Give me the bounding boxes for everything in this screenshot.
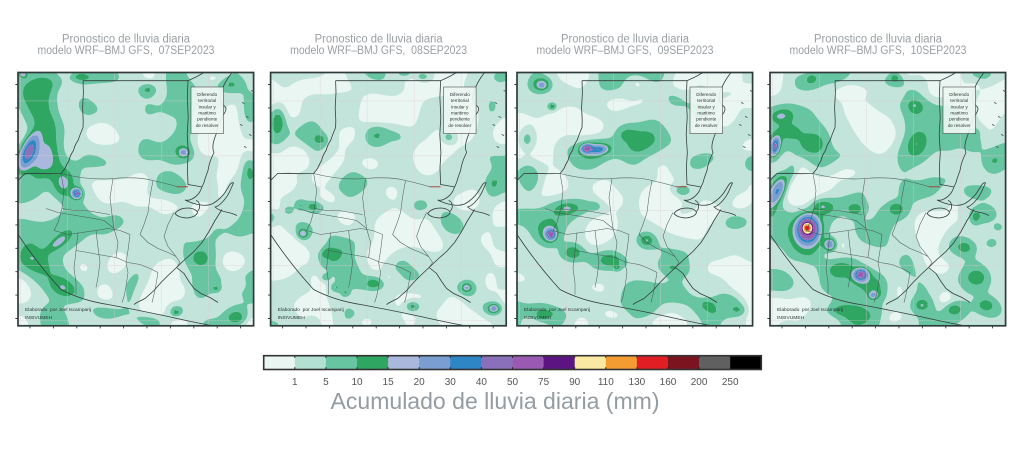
- svg-text:130: 130: [629, 377, 646, 388]
- svg-text:Elaborado por Joel Iscamparij: Elaborado por Joel Iscamparij: [278, 307, 344, 313]
- svg-text:Elaborado por Joel Iscamparij: Elaborado por Joel Iscamparij: [777, 307, 843, 313]
- svg-text:INSIVUMEH: INSIVUMEH: [524, 315, 552, 321]
- svg-text:pendiente: pendiente: [696, 117, 717, 122]
- svg-text:territorial: territorial: [950, 98, 968, 103]
- svg-text:15: 15: [383, 377, 395, 388]
- svg-text:maritimo: maritimo: [697, 110, 715, 115]
- svg-text:maritimo: maritimo: [950, 110, 968, 115]
- svg-text:75: 75: [538, 377, 550, 388]
- svg-text:pendiente: pendiente: [450, 117, 471, 122]
- svg-text:territorial: territorial: [451, 98, 469, 103]
- svg-text:territorial: territorial: [198, 98, 216, 103]
- svg-text:Diferendo: Diferendo: [949, 92, 969, 97]
- svg-text:de resolver: de resolver: [448, 123, 471, 128]
- svg-text:Diferendo: Diferendo: [696, 92, 716, 97]
- svg-text:de resolver: de resolver: [948, 123, 971, 128]
- svg-text:Elaborado por Joel Iscamparij: Elaborado por Joel Iscamparij: [25, 307, 91, 313]
- svg-text:10: 10: [351, 377, 363, 388]
- svg-text:maritimo: maritimo: [198, 110, 216, 115]
- svg-text:30: 30: [445, 377, 457, 388]
- svg-text:INSIVUMEH: INSIVUMEH: [278, 315, 306, 321]
- svg-text:Diferendo: Diferendo: [197, 92, 217, 97]
- svg-text:40: 40: [476, 377, 488, 388]
- svg-text:110: 110: [598, 377, 614, 388]
- svg-text:Pronostico de lluvia diaria: Pronostico de lluvia diaria: [814, 34, 943, 46]
- svg-text:5: 5: [323, 377, 329, 388]
- svg-text:insular y: insular y: [951, 104, 969, 109]
- svg-text:Acumulado de lluvia diaria (mm: Acumulado de lluvia diaria (mm): [331, 388, 660, 414]
- svg-text:Pronostico de lluvia diaria: Pronostico de lluvia diaria: [561, 34, 690, 46]
- svg-text:INSIVUMEH: INSIVUMEH: [25, 315, 53, 321]
- svg-text:insular y: insular y: [199, 104, 217, 109]
- svg-text:pendiente: pendiente: [197, 117, 218, 122]
- svg-text:INSIVUMEH: INSIVUMEH: [777, 315, 805, 321]
- svg-text:Diferendo: Diferendo: [450, 92, 470, 97]
- svg-text:modelo WRF–BMJ GFS, 10SEP2023: modelo WRF–BMJ GFS, 10SEP2023: [790, 45, 967, 57]
- svg-text:250: 250: [722, 377, 739, 388]
- svg-text:160: 160: [660, 377, 677, 388]
- svg-text:Pronostico de lluvia diaria: Pronostico de lluvia diaria: [62, 34, 191, 46]
- svg-text:Elaborado por Joel Iscamparij: Elaborado por Joel Iscamparij: [524, 307, 590, 313]
- svg-text:pendiente: pendiente: [949, 117, 970, 122]
- svg-text:de resolver: de resolver: [196, 123, 219, 128]
- svg-text:90: 90: [569, 377, 581, 388]
- svg-text:territorial: territorial: [697, 98, 715, 103]
- svg-text:de resolver: de resolver: [695, 123, 718, 128]
- svg-text:200: 200: [691, 377, 708, 388]
- svg-text:modelo WRF–BMJ GFS, 08SEP2023: modelo WRF–BMJ GFS, 08SEP2023: [290, 45, 467, 57]
- svg-text:modelo WRF–BMJ GFS, 07SEP2023: modelo WRF–BMJ GFS, 07SEP2023: [38, 45, 215, 57]
- svg-text:Pronostico de lluvia diaria: Pronostico de lluvia diaria: [315, 34, 444, 46]
- svg-text:20: 20: [414, 377, 426, 388]
- svg-text:50: 50: [507, 377, 519, 388]
- svg-text:insular y: insular y: [451, 104, 469, 109]
- svg-text:maritimo: maritimo: [451, 110, 469, 115]
- svg-text:insular y: insular y: [698, 104, 716, 109]
- svg-text:1: 1: [292, 377, 298, 388]
- svg-text:modelo WRF–BMJ GFS, 09SEP2023: modelo WRF–BMJ GFS, 09SEP2023: [537, 45, 714, 57]
